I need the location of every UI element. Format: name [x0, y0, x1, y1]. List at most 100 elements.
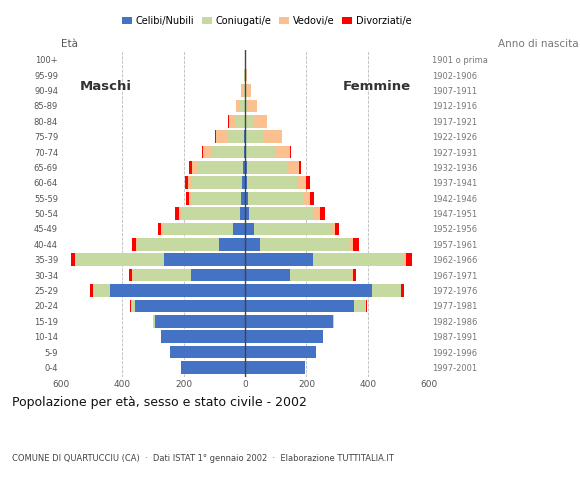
- Bar: [290, 146, 291, 158]
- Bar: [135, 300, 245, 312]
- Bar: [263, 130, 282, 143]
- Bar: [202, 146, 203, 158]
- Bar: [191, 161, 197, 174]
- Bar: [90, 284, 93, 297]
- Bar: [297, 177, 306, 189]
- Bar: [245, 115, 253, 128]
- Bar: [245, 223, 253, 235]
- Bar: [110, 284, 245, 297]
- Bar: [188, 177, 191, 189]
- Bar: [245, 130, 246, 143]
- Bar: [241, 84, 244, 97]
- Bar: [236, 115, 245, 128]
- Bar: [137, 238, 219, 251]
- Bar: [245, 84, 246, 97]
- Bar: [245, 330, 323, 343]
- Bar: [136, 238, 137, 251]
- Text: Età: Età: [61, 39, 78, 49]
- Bar: [170, 346, 245, 359]
- Bar: [190, 161, 191, 174]
- Bar: [245, 284, 372, 297]
- Bar: [161, 330, 245, 343]
- Bar: [245, 269, 291, 281]
- Bar: [335, 223, 339, 235]
- Bar: [245, 69, 247, 81]
- Bar: [245, 361, 305, 374]
- Bar: [354, 300, 365, 312]
- Bar: [248, 192, 304, 204]
- Bar: [236, 99, 241, 112]
- Bar: [245, 161, 246, 174]
- Bar: [287, 161, 299, 174]
- Bar: [407, 253, 412, 266]
- Bar: [306, 177, 310, 189]
- Bar: [246, 146, 274, 158]
- Bar: [246, 130, 263, 143]
- Bar: [186, 192, 189, 204]
- Bar: [189, 192, 191, 204]
- Bar: [158, 223, 161, 235]
- Bar: [215, 130, 216, 143]
- Bar: [71, 253, 75, 266]
- Bar: [129, 269, 132, 281]
- Text: Femmine: Femmine: [343, 80, 411, 93]
- Bar: [245, 177, 247, 189]
- Bar: [320, 207, 325, 220]
- Bar: [191, 269, 245, 281]
- Bar: [245, 253, 313, 266]
- Bar: [332, 315, 334, 328]
- Bar: [274, 146, 290, 158]
- Bar: [163, 223, 233, 235]
- Bar: [219, 238, 245, 251]
- Bar: [245, 192, 248, 204]
- Bar: [245, 300, 354, 312]
- Text: Anno di nascita: Anno di nascita: [498, 39, 579, 49]
- Bar: [253, 223, 331, 235]
- Bar: [310, 192, 314, 204]
- Bar: [185, 177, 188, 189]
- Bar: [179, 207, 181, 220]
- Bar: [247, 177, 297, 189]
- Bar: [133, 269, 191, 281]
- Bar: [161, 223, 163, 235]
- Bar: [245, 238, 260, 251]
- Bar: [246, 161, 287, 174]
- Bar: [131, 300, 135, 312]
- Bar: [154, 315, 245, 328]
- Bar: [164, 253, 245, 266]
- Bar: [216, 130, 227, 143]
- Text: Maschi: Maschi: [79, 80, 131, 93]
- Bar: [245, 53, 246, 66]
- Bar: [245, 146, 246, 158]
- Bar: [203, 146, 211, 158]
- Bar: [197, 161, 242, 174]
- Bar: [248, 99, 258, 112]
- Bar: [351, 269, 353, 281]
- Bar: [304, 192, 310, 204]
- Bar: [253, 115, 267, 128]
- Bar: [191, 192, 241, 204]
- Bar: [240, 207, 245, 220]
- Bar: [244, 130, 245, 143]
- Bar: [244, 84, 245, 97]
- Bar: [244, 146, 245, 158]
- Bar: [242, 177, 245, 189]
- Bar: [180, 361, 245, 374]
- Bar: [249, 207, 314, 220]
- Bar: [227, 130, 244, 143]
- Bar: [350, 238, 353, 251]
- Bar: [245, 346, 316, 359]
- Bar: [291, 269, 351, 281]
- Bar: [241, 99, 245, 112]
- Bar: [331, 223, 335, 235]
- Bar: [314, 207, 320, 220]
- Bar: [233, 223, 245, 235]
- Bar: [299, 161, 301, 174]
- Bar: [245, 207, 249, 220]
- Bar: [353, 269, 357, 281]
- Bar: [404, 253, 407, 266]
- Bar: [132, 269, 133, 281]
- Bar: [211, 146, 244, 158]
- Bar: [260, 238, 350, 251]
- Bar: [153, 315, 154, 328]
